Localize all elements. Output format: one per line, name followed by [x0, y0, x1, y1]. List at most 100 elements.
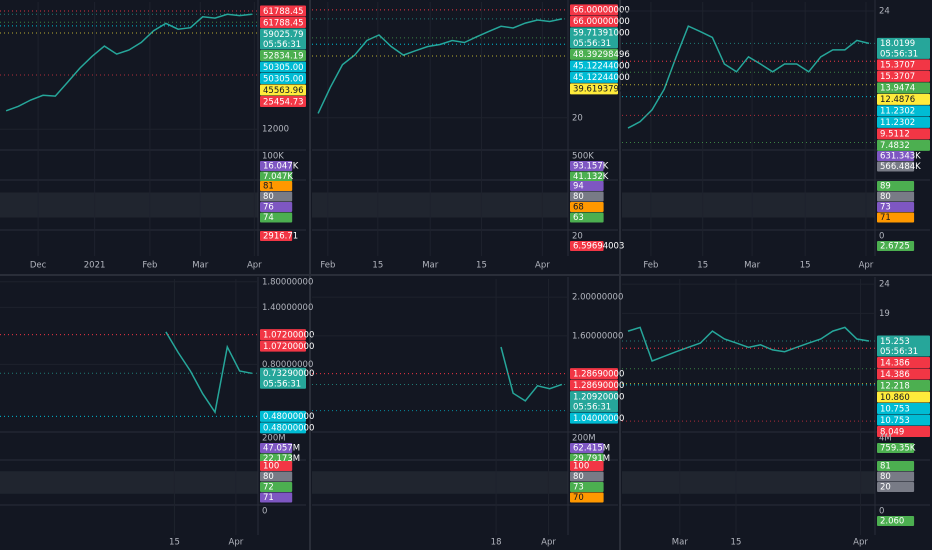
- x-tick-label: Dec: [30, 261, 47, 271]
- price-tag-label: 48.39298496: [573, 50, 630, 60]
- price-tag-label: 13.9474: [880, 84, 915, 94]
- price-tag: [877, 116, 930, 128]
- x-tick-label: Feb: [320, 261, 335, 271]
- price-tag-label: 18.0199: [880, 39, 915, 49]
- stoch-band: [312, 471, 568, 494]
- pane-tag: [260, 443, 293, 453]
- price-tag: [877, 82, 930, 94]
- price-tag-label: 45.12244000: [573, 73, 630, 83]
- x-tick-label: 15: [169, 538, 180, 548]
- pane-tag-label: 80: [880, 472, 891, 482]
- price-tag: [260, 340, 306, 352]
- price-tag: [260, 61, 306, 73]
- price-tag: [570, 71, 618, 83]
- pane-tag: [570, 241, 604, 251]
- pane-tag-label: 70: [573, 493, 584, 503]
- price-tag-label: 61788.45: [263, 7, 304, 17]
- price-tag: [570, 48, 618, 60]
- pane-tag: [877, 461, 915, 471]
- price-line: [500, 346, 563, 402]
- price-tag-label: 12.218: [880, 381, 910, 391]
- price-tag-label: 10.753: [880, 404, 910, 414]
- pane-tag-label: 22.173M: [263, 454, 300, 464]
- price-tag: [260, 422, 306, 434]
- pane-tag: [570, 482, 604, 492]
- pane-tag: [877, 471, 915, 482]
- y-tick-label: 19: [879, 309, 890, 319]
- pane-tag-label: 100: [573, 462, 589, 472]
- price-tag: [260, 367, 306, 389]
- price-line: [627, 25, 870, 129]
- pane-tick-label: 0: [879, 232, 884, 242]
- price-tag-label: 1.28690000: [573, 369, 624, 379]
- price-tag: [260, 84, 306, 96]
- y-tick-label: 1.80000000: [262, 277, 313, 287]
- stoch-band: [312, 192, 568, 218]
- pane-tick-label: 200M: [572, 434, 596, 444]
- price-tag: [877, 391, 930, 403]
- pane-tag: [260, 231, 293, 241]
- price-tag-label: 11.2302: [880, 118, 915, 128]
- x-tick-label: 15: [731, 538, 742, 548]
- price-tag: [570, 412, 618, 424]
- price-line: [165, 331, 253, 415]
- pane-tag: [260, 212, 293, 223]
- x-tick-label: Apr: [859, 261, 874, 271]
- price-line: [627, 326, 870, 362]
- price-tag-label: 1.28690000: [573, 381, 624, 391]
- price-tag: [260, 50, 306, 62]
- price-tag: [260, 329, 306, 341]
- pane-tag-label: 62.415M: [573, 444, 610, 454]
- pane-tick-label: 500K: [572, 152, 594, 162]
- pane-tag-label: 63: [573, 213, 584, 223]
- pane-tag: [260, 461, 293, 471]
- price-tag: [260, 28, 306, 50]
- y-tick-label: 24: [879, 7, 890, 17]
- x-tick-label: Apr: [229, 538, 244, 548]
- x-tick-label: Apr: [853, 538, 868, 548]
- price-tag-label: 50305.00: [263, 63, 304, 73]
- pane-tick-label: 200M: [262, 434, 286, 444]
- pane-tag-label: 566.484K: [880, 162, 921, 172]
- price-tag-timer: 05:56:31: [573, 403, 611, 413]
- stoch-band: [622, 471, 875, 494]
- pane-tag-label: 76: [263, 203, 274, 213]
- price-tag-label: 0.48000000: [263, 412, 314, 422]
- price-tag-label: 45563.96: [263, 86, 304, 96]
- price-tag: [877, 335, 930, 357]
- pane-tag: [570, 492, 604, 503]
- pane-tag: [877, 181, 915, 191]
- price-tag-label: 0.73290000: [263, 369, 314, 379]
- price-tag-label: 39.61937929: [573, 85, 630, 95]
- pane-tag: [877, 191, 915, 202]
- pane-tag: [877, 161, 915, 172]
- pane-tag: [877, 241, 915, 251]
- pane-tag: [260, 202, 293, 212]
- price-tag-label: 0.48000000: [263, 424, 314, 434]
- price-tag-label: 1.20920000: [573, 392, 624, 402]
- pane-tag-label: 16.047K: [263, 162, 299, 172]
- x-tick-label: Mar: [672, 538, 689, 548]
- pane-tag: [877, 151, 915, 161]
- pane-tag-label: 80: [573, 192, 584, 202]
- price-tag-label: 59.71391000: [573, 29, 630, 39]
- pane-tag-label: 80: [880, 192, 891, 202]
- stoch-band: [0, 192, 258, 218]
- pane-tick-label: 0: [879, 507, 884, 517]
- y-tick-label: 12000: [262, 125, 289, 135]
- pane-tag: [570, 461, 604, 471]
- pane-tag-label: 74: [263, 213, 274, 223]
- price-tag-label: 12.4876: [880, 95, 915, 105]
- pane-tag-label: 73: [573, 483, 584, 493]
- pane-tag-label: 631.343K: [880, 152, 921, 162]
- x-tick-label: 15: [372, 261, 383, 271]
- price-tag-label: 45.12244000: [573, 62, 630, 72]
- price-tag-timer: 05:56:31: [263, 379, 301, 389]
- price-tag: [877, 37, 930, 59]
- pane-tag: [260, 161, 293, 171]
- price-tag: [570, 15, 618, 27]
- pane-tag-label: 2.060: [880, 517, 904, 527]
- pane-tag-label: 2916.71: [263, 232, 298, 242]
- pane-tag-label: 72: [263, 483, 274, 493]
- pane-tag-label: 80: [263, 472, 274, 482]
